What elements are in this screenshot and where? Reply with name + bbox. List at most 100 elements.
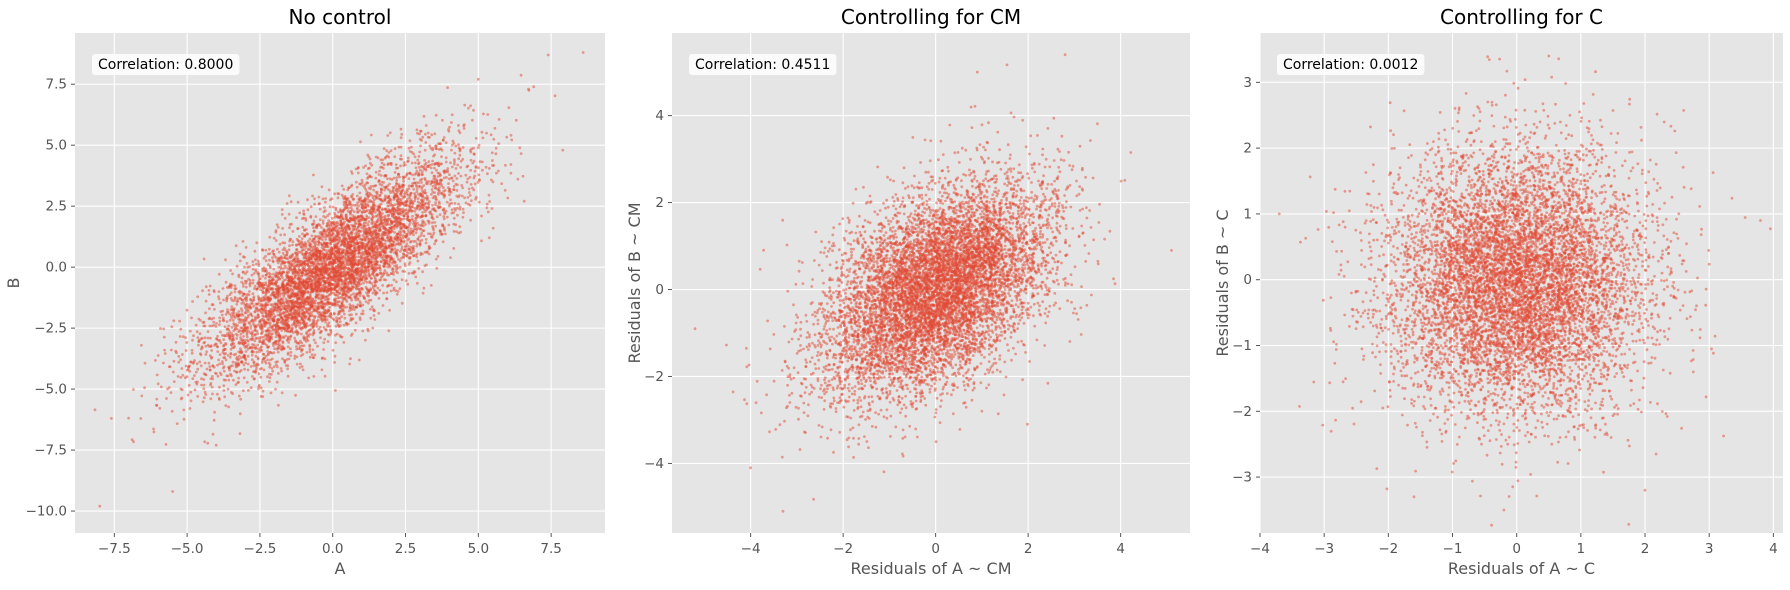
scatter-point: [156, 354, 160, 357]
scatter-point: [352, 292, 355, 296]
scatter-point: [249, 327, 253, 330]
scatter-point: [497, 142, 501, 146]
scatter-point: [250, 358, 254, 362]
scatter-point: [207, 361, 211, 365]
scatter-point: [481, 136, 485, 140]
scatter-point: [226, 387, 230, 391]
scatter-point: [282, 347, 286, 351]
scatter-point: [203, 336, 207, 340]
scatter-point: [376, 196, 379, 200]
scatter-point: [469, 158, 473, 162]
scatter-point: [309, 264, 312, 268]
scatter-point: [387, 151, 391, 154]
scatter-point: [224, 352, 228, 355]
scatter-point: [342, 341, 346, 344]
scatter-point: [237, 310, 241, 313]
scatter-point: [398, 175, 401, 179]
scatter-point: [249, 386, 253, 390]
scatter-point: [230, 332, 234, 335]
scatter-point: [271, 332, 274, 336]
scatter-point: [368, 227, 371, 230]
scatter-point: [235, 264, 239, 268]
scatter-point: [212, 418, 216, 422]
scatter-point: [364, 338, 367, 342]
scatter-point: [444, 232, 447, 236]
scatter-point: [444, 160, 448, 164]
scatter-point: [310, 234, 314, 238]
scatter-point: [225, 299, 229, 303]
scatter-point: [203, 361, 207, 365]
scatter-point: [518, 146, 522, 150]
scatter-point: [457, 157, 461, 161]
scatter-point: [421, 173, 424, 177]
scatter-point: [219, 301, 222, 305]
scatter-point: [251, 263, 255, 267]
scatter-point: [289, 351, 293, 354]
scatter-point: [421, 219, 425, 223]
scatter-point: [313, 353, 317, 357]
scatter-point: [405, 188, 409, 191]
scatter-point: [410, 145, 413, 149]
scatter-point: [532, 85, 536, 89]
scatter-point: [302, 344, 306, 347]
scatter-point: [331, 317, 335, 321]
scatter-point: [218, 398, 221, 401]
scatter-point: [328, 324, 332, 328]
scatter-point: [418, 150, 422, 154]
scatter-point: [494, 146, 498, 150]
scatter-point: [270, 373, 273, 376]
scatter-point: [259, 311, 263, 314]
scatter-point: [230, 374, 233, 378]
scatter-point: [456, 163, 460, 167]
scatter-point: [208, 354, 212, 358]
scatter-point: [272, 309, 276, 313]
scatter-point: [443, 189, 447, 192]
scatter-point: [238, 412, 242, 416]
scatter-point: [444, 156, 448, 160]
scatter-point: [246, 362, 250, 366]
scatter-point: [359, 302, 362, 305]
scatter-point: [417, 173, 421, 177]
scatter-point: [169, 391, 173, 394]
scatter-point: [422, 184, 426, 187]
scatter-point: [423, 177, 427, 180]
scatter-point: [393, 207, 396, 211]
scatter-point: [373, 318, 377, 321]
scatter-point: [272, 249, 275, 253]
scatter-point: [323, 298, 327, 302]
scatter-point: [193, 374, 196, 377]
scatter-point: [431, 159, 434, 163]
scatter-point: [313, 245, 317, 249]
scatter-point: [296, 200, 300, 204]
scatter-point: [427, 244, 431, 248]
scatter-point: [427, 252, 431, 256]
scatter-point: [452, 162, 456, 166]
scatter-point: [290, 263, 293, 267]
scatter-point: [249, 337, 252, 341]
scatter-point: [314, 341, 317, 345]
scatter-point: [251, 346, 255, 350]
scatter-point: [409, 249, 413, 253]
scatter-point: [366, 153, 370, 157]
scatter-point: [434, 186, 437, 190]
scatter-point: [308, 347, 312, 351]
scatter-point: [203, 440, 207, 444]
scatter-point: [349, 212, 352, 216]
scatter-point: [380, 191, 383, 195]
scatter-point: [178, 335, 182, 338]
scatter-point: [283, 246, 286, 250]
scatter-point: [207, 289, 211, 292]
scatter-point: [242, 363, 246, 367]
scatter-point: [486, 210, 490, 214]
scatter-point: [243, 265, 246, 269]
scatter-point: [237, 376, 241, 380]
scatter-point: [334, 341, 338, 344]
scatter-point: [333, 312, 336, 316]
scatter-point: [378, 169, 381, 173]
scatter-point: [403, 239, 406, 243]
scatter-point: [291, 240, 295, 244]
scatter-point: [272, 267, 276, 271]
scatter-point: [243, 367, 247, 371]
scatter-point: [195, 362, 199, 366]
scatter-point: [449, 198, 452, 202]
